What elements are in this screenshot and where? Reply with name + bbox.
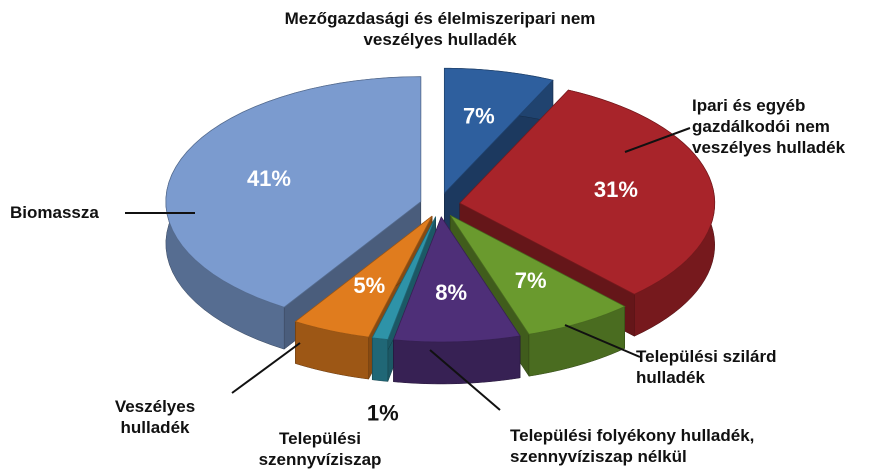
value-label: 41% [247,166,291,191]
slice [371,216,437,340]
slice [443,67,554,195]
slice-label: Ipari és egyéb gazdálkodói nem veszélyes… [692,96,846,157]
slice-label: Biomassza [10,203,99,222]
value-label: 7% [463,103,495,128]
leader-lines [125,127,691,411]
value-label: 1% [367,400,399,425]
value-label: 5% [353,273,385,298]
slice [392,216,521,343]
slice [294,215,433,338]
slice-label: Veszélyes hulladék [114,397,196,437]
slice-wall [393,335,521,385]
leader-line [564,324,641,358]
value-label: 8% [435,280,467,305]
slice-label: Települési folyékony hulladék, szennyvíz… [510,426,755,466]
pie: 7% 31% 7% 8% 1% 5% 41% [165,67,716,425]
slice-label: Települési szilárd hulladék [636,347,777,387]
value-label: 31% [594,177,638,202]
slice-label: Mezőgazdasági és élelmiszeripari nem ves… [284,9,596,49]
leader-line [231,342,301,394]
slice [449,214,626,335]
slice [459,89,716,295]
leader-line [429,349,501,411]
slice-wall [371,337,389,382]
value-label: 7% [515,268,547,293]
slice [165,76,422,308]
leader-line [624,127,691,153]
slice-label: Települési szennyvíziszap [258,429,382,469]
